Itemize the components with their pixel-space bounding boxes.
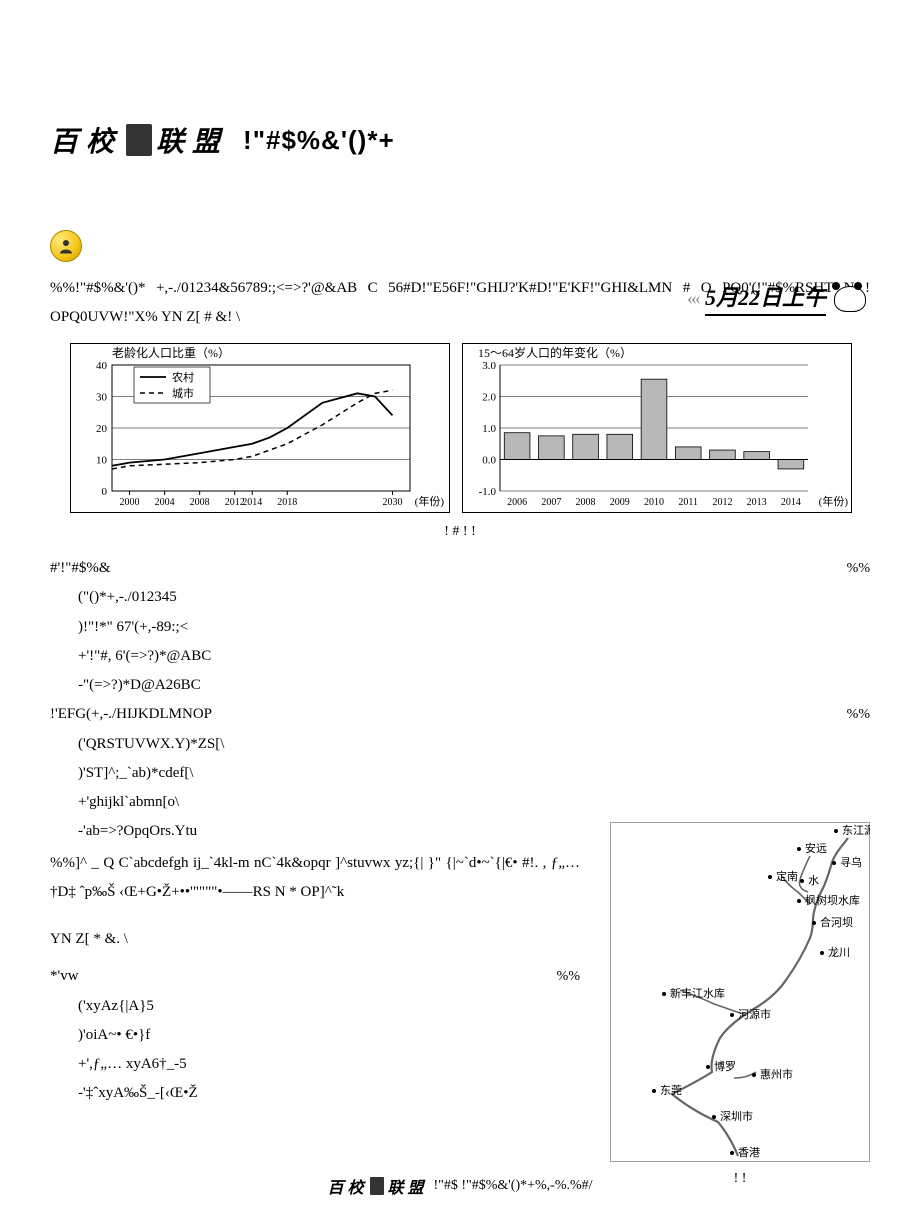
question-3: *'vw %% ('xyAz{|A}5 )'oiA~• €•}f +',ƒ„… … xyxy=(50,962,580,1108)
bar-chart: 15～64岁人口的年变化（%） -1.0 0.0 1.0 2.0 3.0 2006 2007 2… xyxy=(462,343,852,518)
svg-text:2018: 2018 xyxy=(277,497,297,508)
header: 百校 联盟 !"#$%&'()*+ xyxy=(50,120,870,160)
svg-text:水: 水 xyxy=(808,874,819,887)
paragraph-2-line2: YN Z[ * &. \ xyxy=(50,925,580,954)
svg-text:城市: 城市 xyxy=(172,386,194,400)
svg-text:新丰江水库: 新丰江水库 xyxy=(670,986,725,1000)
q1-options: ("()*+,-./012345 )!"!*" 67'(+,-89:;< +'!… xyxy=(50,583,870,700)
svg-text:老龄化人口比重（%）: 老龄化人口比重（%） xyxy=(112,346,230,360)
svg-text:2012: 2012 xyxy=(712,497,732,508)
page-title: !"#$%&'()*+ xyxy=(243,125,395,156)
chevron-left-icon: ‹‹‹ xyxy=(687,288,699,309)
person-icon xyxy=(50,230,82,262)
svg-text:农村: 农村 xyxy=(172,370,194,384)
panda-icon xyxy=(830,282,870,314)
svg-text:枫树坝水库: 枫树坝水库 xyxy=(805,893,860,907)
svg-text:2008: 2008 xyxy=(576,497,596,508)
q3-option-a: ('xyAz{|A}5 xyxy=(78,992,580,1021)
q1-option-a: ("()*+,-./012345 xyxy=(78,583,870,612)
footer-seal-icon xyxy=(370,1177,384,1195)
charts-caption: ! # ! ! xyxy=(50,524,870,540)
footer-text: !"#$ !"#$%&'()*+%,-%.%#/ xyxy=(433,1178,592,1194)
svg-text:惠州市: 惠州市 xyxy=(760,1067,793,1081)
q2-stem: !'EFG(+,-./HIJKDLMNOP xyxy=(50,700,212,729)
logo-text-left: 百校 xyxy=(50,120,122,160)
date-text: 5月22日上午 xyxy=(705,280,826,316)
svg-text:2008: 2008 xyxy=(190,497,210,508)
q2-option-c: +'ghijkl`abmn[o\ xyxy=(78,788,870,817)
line-chart: 老龄化人口比重（%）010203040200020042008201220142… xyxy=(70,343,450,518)
footer-logo-right: 联盟 xyxy=(387,1174,427,1198)
svg-text:2009: 2009 xyxy=(610,497,630,508)
q3-option-b: )'oiA~• €•}f xyxy=(78,1021,580,1050)
svg-text:2010: 2010 xyxy=(644,497,664,508)
svg-text:安远: 安远 xyxy=(805,841,827,855)
paragraph-2: %%]^ _ Q C`abcdefgh ij_`4kl-m nC`4k&opqr… xyxy=(50,849,580,955)
svg-text:2000: 2000 xyxy=(120,497,140,508)
svg-text:香港: 香港 xyxy=(738,1146,760,1159)
q3-option-d: -'‡ˆxyA‰Š_-[‹Œ•Ž xyxy=(78,1079,580,1108)
q3-options: ('xyAz{|A}5 )'oiA~• €•}f +',ƒ„… xyA6†_-5… xyxy=(50,992,580,1109)
svg-text:(年份): (年份) xyxy=(819,494,849,508)
svg-text:合河坝: 合河坝 xyxy=(820,915,853,929)
q2-option-a: ('QRSTUVWX.Y)*ZS[\ xyxy=(78,730,870,759)
footer-logo: 百校 联盟 xyxy=(327,1174,427,1198)
date-badge: ‹‹‹ 5月22日上午 xyxy=(687,280,870,316)
paragraph-2-line1: %%]^ _ Q C`abcdefgh ij_`4kl-m nC`4k&opqr… xyxy=(50,849,580,908)
svg-text:15～64岁人口的年变化（%）: 15～64岁人口的年变化（%） xyxy=(478,345,632,360)
svg-text:定南: 定南 xyxy=(776,869,798,883)
svg-text:2030: 2030 xyxy=(382,497,402,508)
svg-text:2014: 2014 xyxy=(242,497,262,508)
footer-logo-left: 百校 xyxy=(327,1174,367,1198)
q2-score: %% xyxy=(847,701,870,728)
svg-text:(年份): (年份) xyxy=(415,494,445,508)
q1-stem: #'!"#$%& xyxy=(50,554,110,583)
q2-option-b: )'ST]^;_`ab)*cdef[\ xyxy=(78,759,870,788)
site-logo: 百校 联盟 xyxy=(50,120,228,160)
svg-text:龙川: 龙川 xyxy=(828,946,850,959)
page-footer: 百校 联盟 !"#$ !"#$%&'()*+%,-%.%#/ xyxy=(0,1174,920,1198)
q1-option-c: +'!"#, 6'(=>?)*@ABC xyxy=(78,642,870,671)
svg-text:10: 10 xyxy=(96,455,108,467)
svg-text:3.0: 3.0 xyxy=(482,360,496,372)
svg-text:2014: 2014 xyxy=(781,497,801,508)
svg-text:30: 30 xyxy=(96,392,108,404)
svg-text:寻乌: 寻乌 xyxy=(840,855,862,869)
q3-stem: *'vw xyxy=(50,962,79,991)
question-1: #'!"#$%& %% ("()*+,-./012345 )!"!*" 67'(… xyxy=(50,554,870,700)
q1-score: %% xyxy=(847,555,870,582)
svg-text:河源市: 河源市 xyxy=(738,1007,771,1021)
svg-text:深圳市: 深圳市 xyxy=(720,1109,753,1123)
svg-text:40: 40 xyxy=(96,360,108,372)
svg-text:2006: 2006 xyxy=(507,497,527,508)
q1-option-b: )!"!*" 67'(+,-89:;< xyxy=(78,613,870,642)
q3-score: %% xyxy=(557,963,580,990)
river-map: 东江源安远寻乌定南水枫树坝水库合河坝龙川新丰江水库河源市博罗惠州市东莞深圳市香港… xyxy=(610,822,870,1187)
logo-text-right: 联盟 xyxy=(156,120,228,160)
svg-text:-1.0: -1.0 xyxy=(479,486,497,498)
q1-option-d: -"(=>?)*D@A26BC xyxy=(78,671,870,700)
svg-text:博罗: 博罗 xyxy=(714,1060,736,1073)
svg-text:东莞: 东莞 xyxy=(660,1084,682,1097)
svg-text:1.0: 1.0 xyxy=(482,423,496,435)
svg-text:2013: 2013 xyxy=(747,497,767,508)
svg-text:20: 20 xyxy=(96,423,108,435)
charts-row: 老龄化人口比重（%）010203040200020042008201220142… xyxy=(70,343,870,518)
svg-text:2007: 2007 xyxy=(541,497,561,508)
svg-text:2004: 2004 xyxy=(155,497,175,508)
svg-text:0: 0 xyxy=(102,486,108,498)
svg-text:0.0: 0.0 xyxy=(482,455,496,467)
logo-seal-icon xyxy=(126,124,152,156)
svg-text:东江源: 东江源 xyxy=(842,823,870,837)
svg-text:2011: 2011 xyxy=(678,497,698,508)
q3-option-c: +',ƒ„… xyA6†_-5 xyxy=(78,1050,580,1079)
svg-text:2.0: 2.0 xyxy=(482,392,496,404)
